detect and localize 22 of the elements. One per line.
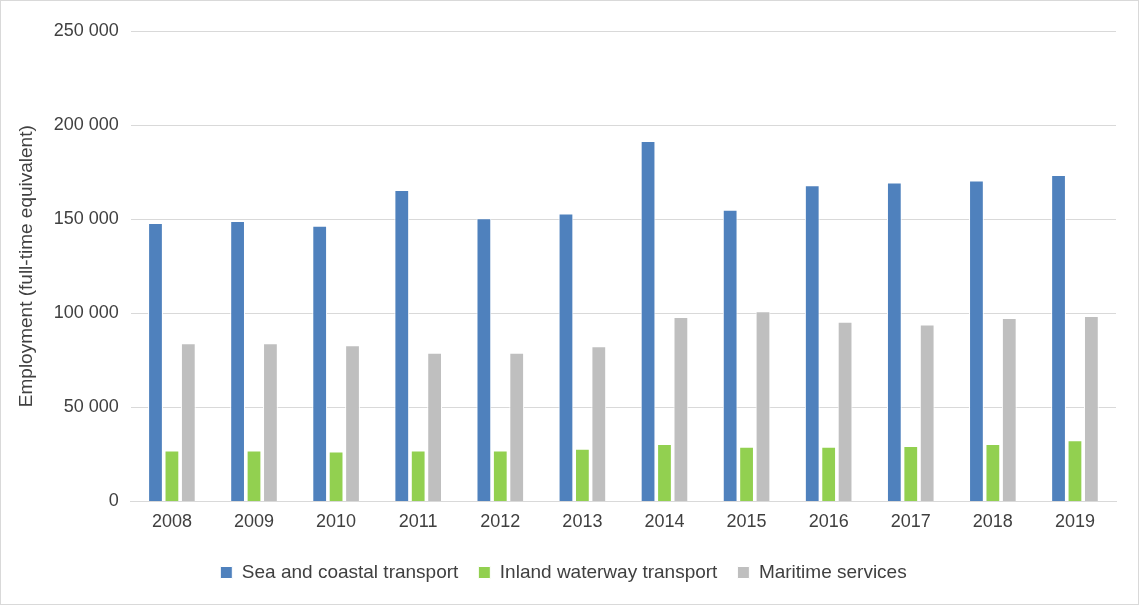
legend-label: Sea and coastal transport <box>241 560 460 582</box>
y-axis-title: Employment (full-time equivalent) <box>14 125 36 408</box>
legend-label: Maritime services <box>758 560 907 582</box>
x-tick-label: 2010 <box>316 511 357 532</box>
x-tick-label: 2012 <box>480 511 521 532</box>
legend-label: Inland waterway transport <box>499 560 719 582</box>
x-tick-label: 2015 <box>726 511 767 532</box>
x-tick-label: 2008 <box>151 511 192 532</box>
x-tick-label: 2014 <box>644 511 685 532</box>
x-tick-label: 2019 <box>1054 511 1095 532</box>
x-tick-label: 2009 <box>233 511 275 532</box>
x-tick-label: 2018 <box>972 511 1013 532</box>
y-tick-label: 100 000 <box>53 302 119 323</box>
y-tick-label: 150 000 <box>53 208 119 229</box>
y-tick-label: 200 000 <box>53 114 119 135</box>
x-tick-label: 2017 <box>890 511 931 532</box>
x-tick-label: 2016 <box>808 511 849 532</box>
x-tick-label: 2013 <box>562 511 603 532</box>
y-tick-label: 50 000 <box>63 396 119 417</box>
x-tick-label: 2011 <box>398 511 438 532</box>
y-tick-label: 250 000 <box>53 19 119 40</box>
y-tick-label: 0 <box>108 490 119 511</box>
